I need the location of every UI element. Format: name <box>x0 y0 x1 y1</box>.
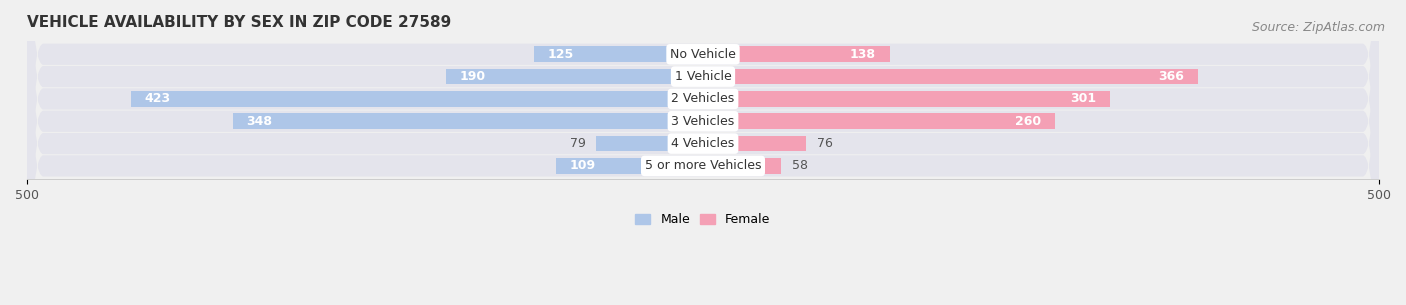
FancyBboxPatch shape <box>27 0 1379 305</box>
Text: Source: ZipAtlas.com: Source: ZipAtlas.com <box>1251 21 1385 34</box>
Text: 2 Vehicles: 2 Vehicles <box>672 92 734 106</box>
Bar <box>703 158 782 174</box>
Bar <box>131 91 703 107</box>
FancyBboxPatch shape <box>27 0 1379 305</box>
FancyBboxPatch shape <box>27 0 1379 305</box>
Bar <box>703 46 890 62</box>
Bar <box>703 91 1109 107</box>
Text: 5 or more Vehicles: 5 or more Vehicles <box>645 160 761 172</box>
Text: 79: 79 <box>569 137 585 150</box>
Text: VEHICLE AVAILABILITY BY SEX IN ZIP CODE 27589: VEHICLE AVAILABILITY BY SEX IN ZIP CODE … <box>27 15 451 30</box>
Text: 109: 109 <box>569 160 595 172</box>
Text: 138: 138 <box>851 48 876 61</box>
Text: 301: 301 <box>1070 92 1097 106</box>
Bar <box>703 113 1054 129</box>
Text: 190: 190 <box>460 70 485 83</box>
Text: 1 Vehicle: 1 Vehicle <box>675 70 731 83</box>
Text: 58: 58 <box>792 160 808 172</box>
Text: 348: 348 <box>246 115 271 128</box>
Bar <box>703 136 806 151</box>
Text: 3 Vehicles: 3 Vehicles <box>672 115 734 128</box>
Text: 423: 423 <box>145 92 170 106</box>
Text: 260: 260 <box>1015 115 1040 128</box>
FancyBboxPatch shape <box>27 0 1379 305</box>
Text: 125: 125 <box>547 48 574 61</box>
Bar <box>555 158 703 174</box>
Legend: Male, Female: Male, Female <box>630 208 776 231</box>
Text: 366: 366 <box>1159 70 1184 83</box>
Bar <box>703 69 1198 84</box>
Bar <box>596 136 703 151</box>
Bar <box>446 69 703 84</box>
Bar <box>534 46 703 62</box>
FancyBboxPatch shape <box>27 0 1379 305</box>
Text: No Vehicle: No Vehicle <box>671 48 735 61</box>
Text: 76: 76 <box>817 137 832 150</box>
FancyBboxPatch shape <box>27 0 1379 305</box>
Text: 4 Vehicles: 4 Vehicles <box>672 137 734 150</box>
Bar <box>232 113 703 129</box>
